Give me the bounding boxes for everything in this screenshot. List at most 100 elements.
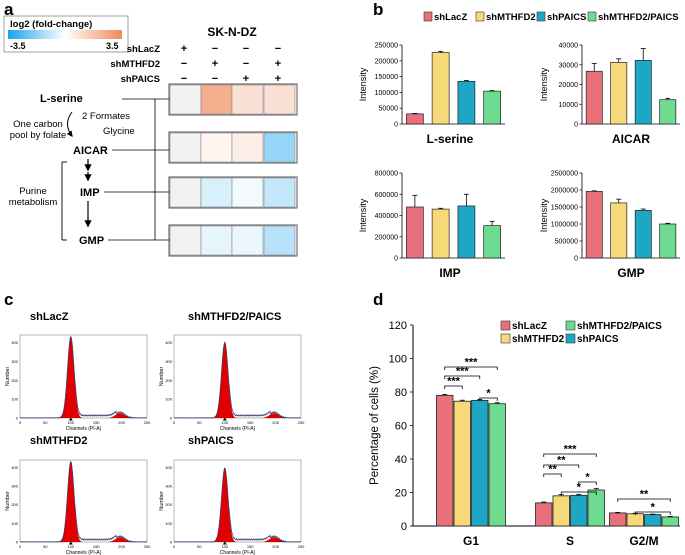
b-legend-swatch — [536, 11, 546, 22]
design-sign: − — [212, 43, 218, 55]
y-tick-label: 120 — [389, 320, 407, 332]
x-tick-label: 150 — [247, 420, 254, 425]
bar — [626, 513, 644, 527]
g2-peak-fill — [262, 537, 286, 542]
metabolite-imp: IMP — [80, 187, 100, 199]
x-axis-label: Channels (PI-A) — [66, 550, 102, 555]
bar — [431, 52, 450, 125]
significance-stars: *** — [564, 444, 578, 456]
y-axis-label: Intensity — [358, 67, 368, 101]
y-tick-label: 0 — [170, 540, 173, 545]
y-tick-label: 0 — [401, 521, 407, 533]
d-legend-label: shMTHFD2 — [512, 334, 565, 345]
panel-d-label: d — [373, 290, 383, 309]
heatmap-cell — [231, 177, 264, 208]
significance-bracket — [617, 498, 671, 502]
y-axis-label: Number — [5, 367, 11, 387]
heatmap-cell — [200, 84, 233, 115]
design-sign: − — [275, 43, 281, 55]
x-tick-label: 50 — [43, 420, 48, 425]
design-sign: + — [181, 43, 187, 55]
y-tick-label: 250000 — [375, 43, 398, 50]
histogram-title: shMTHFD2/PAICS — [188, 311, 281, 323]
bar — [436, 394, 454, 527]
curved-arrow — [66, 111, 73, 137]
g2-peak-fill — [108, 537, 132, 542]
x-tick-label: 150 — [93, 420, 100, 425]
histogram-1: 0 50 100 150 200 250 0 100 200 300 400 Channels (PI… — [159, 311, 305, 432]
purine-label: Purine — [19, 186, 46, 197]
peak-marker-icon — [68, 417, 73, 421]
y-tick-label: 100 — [165, 397, 172, 402]
y-tick-label: 0 — [170, 416, 173, 421]
g2-peak-fill — [262, 413, 286, 418]
heatmap-cell — [263, 132, 296, 163]
design-sign: − — [243, 43, 249, 55]
y-tick-label: 150000 — [375, 74, 398, 81]
d-chart: 0 20 40 60 80 100 120 Percentage of cells (%) G1… — [369, 320, 680, 548]
design-sign: + — [275, 73, 281, 85]
histogram-0: 0 50 100 150 200 250 0 100 200 300 400 Channels (PI… — [5, 311, 151, 432]
peak-marker-icon — [222, 541, 227, 545]
y-tick-label: 500000 — [555, 239, 578, 246]
significance-stars: ** — [557, 455, 566, 467]
bar — [570, 494, 588, 527]
y-axis-label: Number — [159, 491, 165, 511]
y-tick-label: 30000 — [559, 62, 579, 69]
design-table: shLacZ + − − − shMTHFD2 − + − + shPAICS − − + + — [110, 43, 281, 85]
design-sign: + — [243, 73, 249, 85]
y-axis-label: Percentage of cells (%) — [369, 366, 381, 485]
y-tick-label: 100 — [165, 521, 172, 526]
panel-b: b shLacZ shMTHFD2 shPAICS shMTHFD2/PAICS 0 5… — [358, 0, 680, 280]
d-legend-swatch — [500, 333, 511, 344]
color-legend: log2 (fold-change) -3.5 3.5 — [3, 15, 129, 53]
histogram-trace — [174, 467, 301, 543]
glycine-label: Glycine — [103, 126, 135, 137]
bar — [585, 191, 603, 259]
g1-peak-fill — [204, 468, 241, 542]
one-carbon-label-2: pool by folate — [10, 130, 67, 141]
design-sign: + — [275, 58, 281, 70]
y-tick-label: 20000 — [559, 82, 579, 89]
bar-chart-imp: 0 200000 400000 600000 800000 Intensity IMP — [358, 171, 505, 280]
one-carbon-label: One carbon — [13, 119, 63, 130]
y-tick-label: 10000 — [559, 102, 579, 109]
y-tick-label: 0 — [394, 256, 398, 263]
bar — [453, 400, 471, 527]
metabolite-gmp: GMP — [79, 235, 104, 247]
significance-bracket — [543, 453, 597, 457]
y-tick-label: 400 — [165, 465, 172, 470]
bar — [609, 512, 627, 527]
x-axis-label: Channels (PI-A) — [220, 550, 256, 555]
heatmap-row-frame — [168, 176, 298, 209]
x-tick-label: 250 — [144, 544, 151, 549]
cell-line-title: SK-N-DZ — [207, 25, 256, 39]
model-fit-trace — [174, 467, 301, 542]
b-legend-label: shMTHFD2/PAICS — [598, 12, 679, 23]
x-tick-label: 50 — [43, 544, 48, 549]
bar — [406, 206, 424, 259]
significance-stars: * — [651, 502, 656, 514]
model-fit-trace — [20, 460, 147, 542]
histogram-frame — [19, 334, 148, 419]
histogram-3: 0 50 100 150 200 250 0 100 200 300 400 Channels (PI… — [159, 435, 305, 555]
d-legend-label: shPAICS — [577, 334, 619, 345]
heatmap-cell — [231, 225, 264, 256]
y-tick-label: 400000 — [375, 213, 398, 220]
histogram-title: shMTHFD2 — [30, 435, 87, 447]
heatmap-cell — [263, 84, 296, 115]
peak-marker-icon — [68, 541, 73, 545]
model-fit-trace — [20, 335, 147, 418]
significance-stars: ** — [548, 464, 557, 476]
bar — [457, 205, 476, 259]
d-legend-label: shLacZ — [512, 321, 547, 332]
bar — [634, 210, 652, 259]
x-tick-label: 100 — [221, 420, 228, 425]
heatmap-cell — [200, 225, 233, 256]
y-tick-label: 400 — [165, 340, 172, 345]
y-tick-label: 0 — [16, 540, 19, 545]
significance-stars: *** — [456, 366, 470, 378]
y-tick-label: 2500000 — [551, 171, 578, 178]
heatmap-row-frame — [168, 83, 298, 116]
